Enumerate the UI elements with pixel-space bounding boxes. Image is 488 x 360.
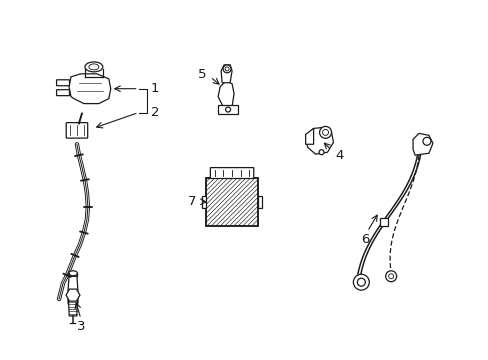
Polygon shape: [412, 133, 432, 155]
Circle shape: [319, 150, 324, 155]
Text: 6: 6: [361, 233, 369, 246]
Polygon shape: [66, 289, 80, 301]
Ellipse shape: [89, 64, 99, 70]
Bar: [257, 196, 262, 208]
Polygon shape: [305, 129, 313, 144]
Circle shape: [385, 271, 396, 282]
Text: 3: 3: [77, 320, 85, 333]
Text: 5: 5: [198, 68, 206, 81]
Bar: [206, 178, 257, 226]
Circle shape: [357, 278, 365, 286]
Circle shape: [223, 65, 231, 73]
Text: 1: 1: [150, 82, 159, 95]
Polygon shape: [69, 74, 111, 104]
Bar: [218, 105, 238, 113]
Text: 2: 2: [150, 106, 159, 119]
Circle shape: [225, 107, 230, 112]
Circle shape: [322, 129, 328, 135]
Circle shape: [388, 274, 393, 279]
Polygon shape: [305, 127, 333, 154]
Ellipse shape: [85, 62, 102, 72]
FancyBboxPatch shape: [210, 168, 253, 179]
Text: 4: 4: [335, 149, 343, 162]
Polygon shape: [221, 65, 232, 83]
Polygon shape: [68, 276, 78, 309]
FancyBboxPatch shape: [57, 90, 69, 96]
Polygon shape: [218, 81, 234, 107]
FancyBboxPatch shape: [57, 80, 69, 86]
FancyBboxPatch shape: [66, 123, 87, 138]
Polygon shape: [68, 299, 77, 316]
Bar: [379, 218, 387, 226]
Text: 7: 7: [188, 195, 196, 208]
Circle shape: [224, 67, 228, 71]
Circle shape: [353, 274, 368, 290]
Bar: [206, 178, 257, 226]
Circle shape: [422, 137, 430, 145]
Circle shape: [319, 126, 331, 138]
Bar: [202, 196, 206, 208]
Ellipse shape: [68, 271, 77, 276]
